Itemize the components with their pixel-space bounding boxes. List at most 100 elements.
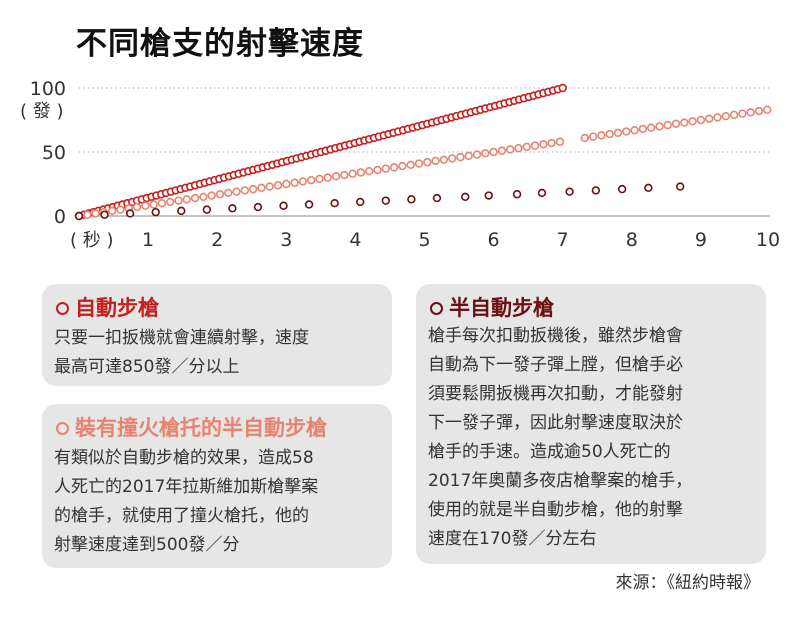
data-point [74, 211, 84, 221]
x-tick-label: 5 [418, 229, 430, 251]
data-point [125, 209, 135, 218]
data-point [228, 204, 237, 213]
x-tick-label: 8 [626, 229, 638, 251]
data-point [688, 117, 697, 126]
data-point [182, 195, 191, 204]
data-point [497, 146, 507, 155]
data-point [522, 142, 531, 152]
bump-stock-rifle-description: 有類似於自動步槍的效果，造成58 人死亡的2017年拉斯維加斯槍擊案 的槍手，就… [54, 448, 319, 555]
data-point [190, 193, 200, 203]
data-point [763, 105, 772, 114]
data-point [489, 147, 498, 157]
data-point [655, 122, 664, 131]
data-point [407, 195, 416, 204]
automatic-rifle-description: 只要一扣扳機就會連續射擊，速度 最高可達850發／分以上 [54, 328, 309, 377]
data-point [481, 149, 490, 158]
data-point [290, 178, 299, 187]
data-point [174, 196, 183, 205]
data-point [279, 201, 288, 210]
data-point [539, 140, 548, 149]
data-point [605, 129, 614, 139]
data-point [558, 83, 567, 93]
data-point [680, 118, 689, 127]
data-point [537, 188, 547, 198]
data-point [646, 123, 656, 132]
data-point [240, 186, 250, 195]
circle-marker-icon [56, 301, 69, 315]
x-tick-label: 7 [557, 229, 569, 251]
data-point [591, 186, 601, 195]
data-point [365, 167, 374, 176]
data-point [431, 156, 440, 166]
data-point [265, 182, 274, 191]
data-point [348, 169, 357, 178]
data-point [202, 205, 212, 214]
data-point [323, 173, 332, 182]
data-point [298, 177, 308, 186]
data-point [132, 202, 142, 212]
data-point [199, 192, 208, 202]
data-point [151, 207, 160, 217]
data-point [644, 183, 653, 193]
data-point [456, 152, 465, 162]
data-point [389, 163, 399, 172]
rate-of-fire-chart: 0 50 100( 發 ) 1 2 3 4 5 6 7 8 9 10 ( 秒 ) [20, 78, 780, 251]
data-point [580, 133, 590, 143]
data-point [505, 145, 515, 154]
data-point [696, 115, 706, 125]
data-point [100, 210, 109, 219]
data-point [107, 206, 117, 216]
data-point [224, 188, 233, 198]
data-point [671, 119, 681, 129]
data-point [141, 201, 150, 210]
data-point [721, 111, 730, 121]
data-point [729, 110, 739, 120]
data-point [588, 132, 598, 141]
data-point [273, 181, 283, 190]
data-point [207, 191, 216, 200]
x-tick-label: 2 [211, 229, 223, 251]
data-point [304, 200, 314, 209]
data-point [713, 113, 722, 122]
semi-automatic-rifle-title: 半自動步槍 [430, 292, 554, 322]
data-point [622, 127, 631, 136]
y-tick-label: 100 [30, 78, 66, 100]
data-point [398, 161, 407, 171]
data-point [514, 143, 523, 153]
data-point [91, 209, 100, 218]
data-point [547, 138, 556, 148]
data-point [530, 141, 540, 150]
data-point [356, 168, 366, 177]
semi-automatic-rifle-description: 槍手每次扣動扳機後，雖然步槍會 自動為下一發子彈上膛，但槍手必 須要鬆開扳機再次… [428, 326, 693, 549]
data-point [423, 158, 432, 167]
circle-marker-icon [430, 301, 443, 315]
data-point [257, 183, 266, 193]
data-point [306, 175, 316, 185]
data-point [704, 114, 714, 123]
data-point [157, 199, 167, 208]
data-point [253, 202, 263, 212]
data-point [746, 108, 755, 117]
y-axis-unit: ( 發 ) [20, 101, 64, 122]
data-point [331, 172, 341, 181]
data-point [565, 187, 574, 196]
x-tick-label: 6 [488, 229, 500, 251]
data-point [512, 190, 522, 199]
data-point [630, 126, 639, 135]
data-point [282, 179, 291, 189]
data-point [177, 206, 186, 216]
data-point [472, 150, 482, 159]
data-point [406, 160, 415, 170]
data-point [381, 164, 391, 173]
data-point [617, 184, 627, 194]
data-point [248, 184, 258, 194]
data-point [461, 192, 470, 202]
x-tick-label: 9 [695, 229, 707, 251]
data-point [381, 196, 391, 205]
data-point [83, 210, 92, 219]
x-axis-unit: ( 秒 ) [70, 230, 114, 251]
bump-stock-rifle-box: 裝有撞火槍托的半自動步槍 有類似於自動步槍的效果，造成58 人死亡的2017年拉… [42, 404, 392, 568]
y-tick-label: 50 [42, 142, 66, 164]
data-point [464, 151, 473, 161]
automatic-rifle-box: 自動步槍 只要一扣扳機就會連續射擊，速度 最高可達850發／分以上 [42, 284, 392, 386]
